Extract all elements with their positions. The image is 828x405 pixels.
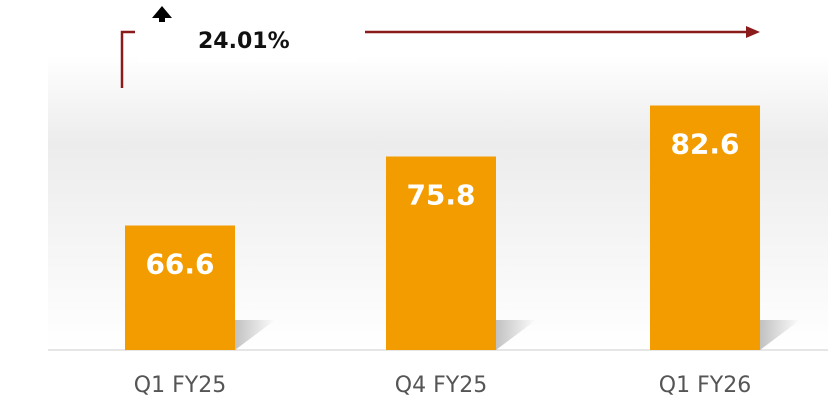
- bar-shadow: [496, 320, 536, 350]
- bar: [386, 156, 496, 350]
- value-label: 75.8: [406, 179, 475, 212]
- value-label: 66.6: [145, 248, 214, 281]
- up-arrow: [152, 6, 172, 22]
- x-tick-label: Q1 FY25: [134, 373, 226, 398]
- annotation-box: [138, 16, 356, 62]
- value-label: 82.6: [670, 128, 739, 161]
- x-tick-label: Q1 FY26: [659, 373, 751, 398]
- annotation: 24.01%: [198, 29, 290, 54]
- bar-shadow: [760, 320, 800, 350]
- bar: [125, 225, 235, 350]
- x-tick-label: Q4 FY25: [395, 373, 487, 398]
- bar: [650, 105, 760, 350]
- annotation-line: [120, 30, 135, 88]
- bar-shadow: [235, 320, 275, 350]
- arrow-head: [746, 26, 760, 38]
